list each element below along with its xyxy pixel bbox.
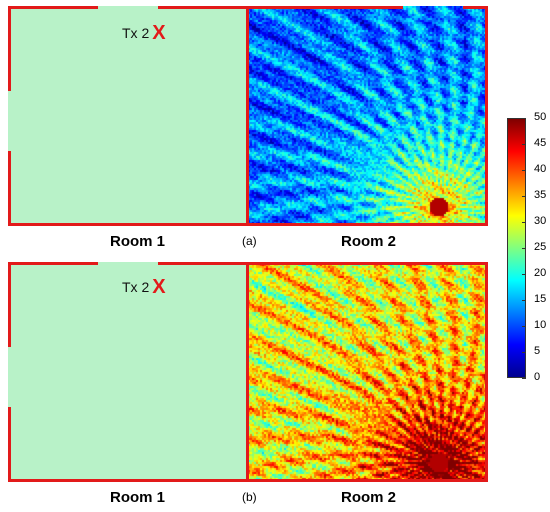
colorbar-tick-mark: [522, 300, 526, 301]
room-2-label-a: Room 2: [341, 233, 397, 250]
wall-divider: [246, 262, 249, 482]
colorbar-tick-label: 0: [534, 371, 541, 383]
wall-left-lower: [8, 407, 11, 482]
colorbar-tick-mark: [522, 222, 526, 223]
wall-top-right: [463, 6, 488, 9]
sub-label-a: (a): [242, 234, 257, 248]
colorbar-tick-label: 35: [534, 189, 547, 201]
colorbar-tick-label: 45: [534, 137, 547, 149]
wall-top-mid: [158, 262, 488, 265]
heatmap-canvas-a: [248, 6, 488, 226]
wall-divider: [246, 6, 249, 226]
colorbar-tick-label: 25: [534, 241, 547, 253]
room-1-label-a: Room 1: [110, 233, 166, 250]
room-2-heatmap: [248, 6, 488, 226]
colorbar-tick-label: 10: [534, 319, 547, 331]
wall-left-lower: [8, 151, 11, 226]
wall-left-upper: [8, 262, 11, 347]
colorbar-tick-mark: [522, 248, 526, 249]
colorbar-tick-label: 5: [534, 345, 541, 357]
colorbar-tick-label: 50: [534, 111, 547, 123]
wall-right: [485, 6, 488, 226]
sub-label-b: (b): [242, 490, 257, 504]
heatmap-canvas-b: [248, 262, 488, 482]
room-2-heatmap: [248, 262, 488, 482]
colorbar-tick-mark: [522, 274, 526, 275]
colorbar-tick-label: 15: [534, 293, 547, 305]
transmitter-marker-icon: X: [152, 22, 166, 44]
room-1-label-b: Room 1: [110, 489, 166, 506]
wall-left-upper: [8, 6, 11, 91]
transmitter-marker-icon: X: [152, 276, 166, 298]
tx-text: Tx 2: [122, 25, 150, 41]
colorbar-tick-mark: [522, 118, 526, 119]
wall-top-left: [8, 262, 98, 265]
room-2-label-b: Room 2: [341, 489, 397, 506]
colorbar-tick-label: 40: [534, 163, 547, 175]
colorbar-tick-mark: [522, 196, 526, 197]
wall-top-mid: [158, 6, 403, 9]
colorbar-tick-mark: [522, 326, 526, 327]
colorbar-tick-label: 20: [534, 267, 547, 279]
wall-top-left: [8, 6, 98, 9]
colorbar-tick-mark: [522, 144, 526, 145]
room-1-area: [8, 6, 248, 226]
wall-right: [485, 262, 488, 482]
colorbar-tick-label: 30: [534, 215, 547, 227]
colorbar-tick-mark: [522, 352, 526, 353]
colorbar-tick-mark: [522, 378, 526, 379]
room-1-area: [8, 262, 248, 482]
colorbar-tick-mark: [522, 170, 526, 171]
tx-text: Tx 2: [122, 279, 150, 295]
